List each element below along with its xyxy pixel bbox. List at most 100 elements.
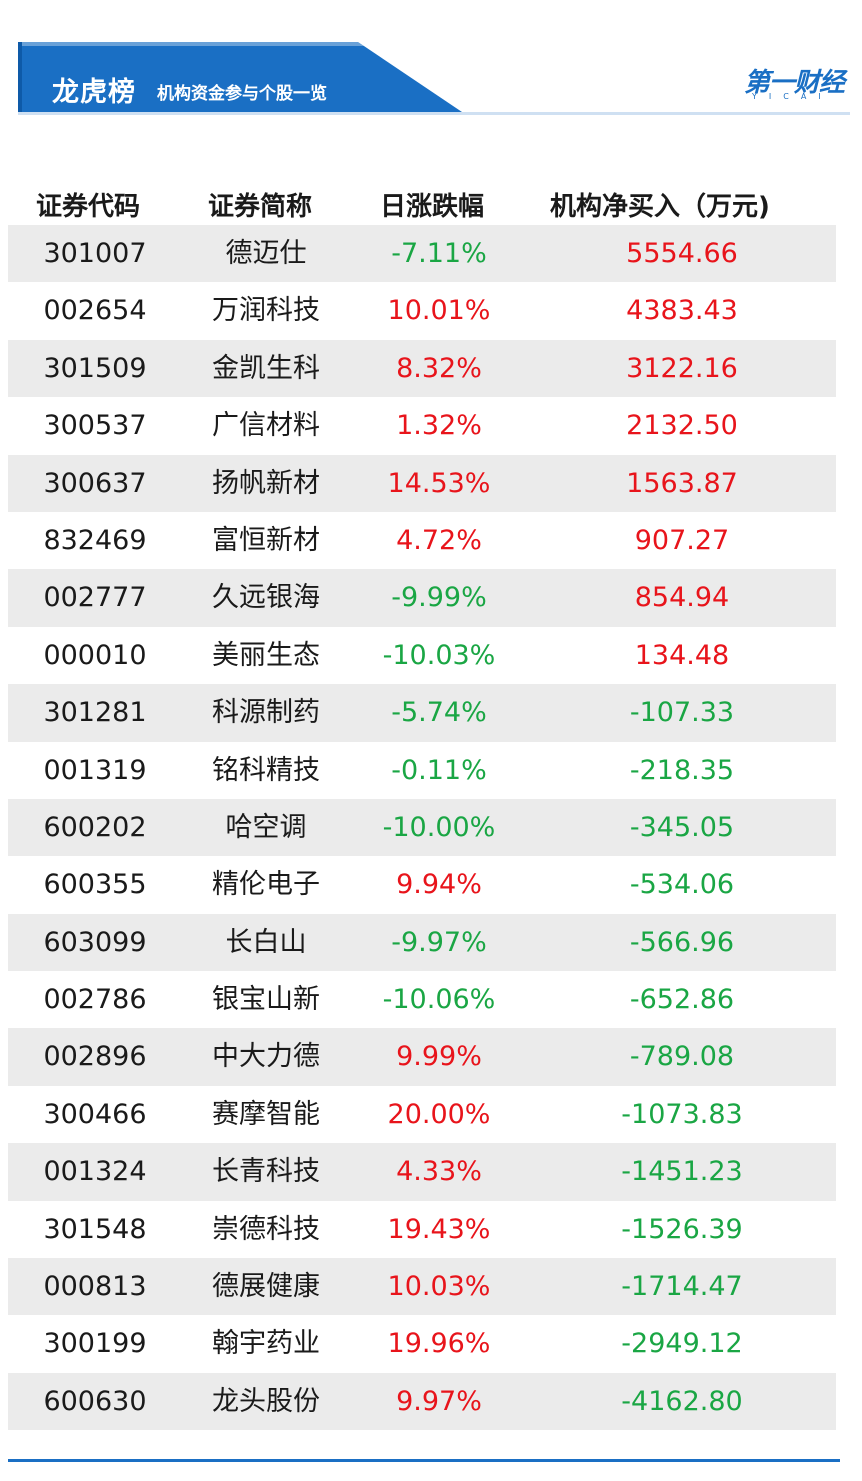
cell-name: 中大力德: [212, 1041, 320, 1073]
page-title: 龙虎榜: [52, 77, 136, 108]
cell-name: 扬帆新材: [212, 467, 320, 499]
cell-code: 300199: [43, 1328, 147, 1360]
bottom-divider: [8, 1459, 840, 1462]
cell-net-buy: -4162.80: [621, 1385, 743, 1417]
banner-shape: [18, 42, 850, 115]
cell-code: 002896: [43, 1041, 147, 1073]
cell-name: 德迈仕: [225, 238, 307, 269]
cell-net-buy: -652.86: [629, 984, 735, 1016]
cell-net-buy: 1563.87: [626, 467, 738, 499]
table-row: 600355 精伦电子 9.94% -534.06: [8, 856, 836, 913]
table-row: 001324 长青科技 4.33% -1451.23: [8, 1143, 836, 1201]
cell-net-buy: 907.27: [634, 524, 730, 556]
table-row: 600630 龙头股份 9.97% -4162.80: [8, 1372, 836, 1431]
cell-name: 科源制药: [212, 697, 320, 729]
cell-code: 000010: [43, 639, 147, 671]
cell-name: 广信材料: [212, 410, 320, 442]
cell-net-buy: 4383.43: [626, 295, 738, 327]
cell-net-buy: -1714.47: [621, 1271, 743, 1303]
cell-name: 龙头股份: [212, 1385, 320, 1417]
table-row: 001319 铭科精技 -0.11% -218.35: [8, 742, 836, 799]
cell-change: 8.32%: [396, 352, 482, 384]
cell-code: 001324: [43, 1156, 147, 1188]
cell-name: 崇德科技: [212, 1213, 320, 1245]
cell-name: 铭科精技: [212, 754, 320, 786]
column-header-net-buy: 机构净买入（万元): [550, 192, 770, 222]
table-row: 301007 德迈仕 -7.11% 5554.66: [8, 225, 836, 283]
cell-code: 832469: [43, 524, 147, 556]
table-row: 600202 哈空调 -10.00% -345.05: [8, 798, 836, 857]
column-header-change: 日涨跌幅: [380, 192, 485, 222]
table-row: 002777 久远银海 -9.99% 854.94: [8, 569, 836, 627]
table-row: 002896 中大力德 9.99% -789.08: [8, 1028, 836, 1086]
cell-net-buy: -1451.23: [621, 1156, 743, 1188]
cell-code: 300466: [43, 1098, 147, 1130]
cell-name: 金凯生科: [212, 352, 320, 384]
cell-net-buy: 854.94: [634, 582, 730, 614]
cell-net-buy: -534.06: [629, 869, 735, 901]
cell-name: 长白山: [225, 926, 307, 958]
cell-code: 002786: [43, 984, 147, 1016]
table-row: 300199 翰宇药业 19.96% -2949.12: [8, 1315, 836, 1372]
page-subtitle: 机构资金参与个股一览: [157, 84, 327, 104]
cell-code: 600355: [43, 869, 147, 901]
cell-change: 14.53%: [387, 467, 491, 499]
table-row: 300637 扬帆新材 14.53% 1563.87: [8, 454, 836, 512]
table-header: 证券代码 证券简称 日涨跌幅 机构净买入（万元): [8, 180, 836, 224]
cell-code: 301548: [43, 1213, 147, 1245]
table-row: 000010 美丽生态 -10.03% 134.48: [8, 627, 836, 684]
cell-name: 哈空调: [225, 811, 307, 843]
cell-code: 002777: [43, 582, 147, 614]
table-row: 300537 广信材料 1.32% 2132.50: [8, 397, 836, 454]
cell-net-buy: -2949.12: [621, 1328, 743, 1360]
cell-change: -9.97%: [391, 926, 487, 958]
data-table: 301007 德迈仕 -7.11% 5554.66 002654 万润科技 10.01% 43…: [8, 225, 836, 1431]
table-row: 002654 万润科技 10.01% 4383.43: [8, 282, 836, 339]
cell-change: -10.06%: [382, 984, 496, 1016]
cell-code: 600630: [43, 1385, 147, 1417]
cell-change: 19.96%: [387, 1328, 491, 1360]
cell-code: 301281: [43, 697, 147, 729]
cell-net-buy: 2132.50: [626, 410, 738, 442]
cell-change: 4.33%: [396, 1156, 482, 1188]
cell-change: 9.94%: [396, 869, 482, 901]
brand-logo-sub: YICAI: [752, 92, 833, 101]
table-row: 000813 德展健康 10.03% -1714.47: [8, 1258, 836, 1316]
cell-change: -10.03%: [382, 639, 496, 671]
cell-name: 翰宇药业: [212, 1328, 320, 1360]
brand-logo: 第一财经: [744, 68, 845, 98]
cell-change: -10.00%: [382, 811, 496, 843]
cell-net-buy: 5554.66: [626, 238, 738, 269]
cell-name: 精伦电子: [212, 869, 320, 901]
cell-name: 万润科技: [212, 295, 320, 327]
cell-net-buy: -218.35: [629, 754, 735, 786]
table-row: 300466 赛摩智能 20.00% -1073.83: [8, 1086, 836, 1143]
cell-code: 001319: [43, 754, 147, 786]
cell-code: 301007: [43, 238, 147, 269]
cell-change: 1.32%: [396, 410, 482, 442]
header-banner: 龙虎榜 机构资金参与个股一览 第一财经 YICAI: [0, 0, 862, 130]
cell-net-buy: -1073.83: [621, 1098, 743, 1130]
cell-net-buy: -566.96: [629, 926, 735, 958]
cell-name: 富恒新材: [212, 524, 320, 556]
table-row: 603099 长白山 -9.97% -566.96: [8, 913, 836, 972]
cell-net-buy: -107.33: [629, 697, 735, 729]
table-row: 301281 科源制药 -5.74% -107.33: [8, 684, 836, 742]
cell-code: 600202: [43, 811, 147, 843]
column-header-code: 证券代码: [36, 192, 141, 222]
cell-change: 20.00%: [387, 1098, 491, 1130]
cell-change: 4.72%: [396, 524, 482, 556]
cell-name: 美丽生态: [212, 639, 320, 671]
cell-code: 002654: [43, 295, 147, 327]
cell-name: 长青科技: [212, 1156, 320, 1188]
cell-change: 10.01%: [387, 295, 491, 327]
cell-code: 603099: [43, 926, 147, 958]
cell-change: 9.97%: [396, 1385, 482, 1417]
cell-change: -5.74%: [391, 697, 487, 729]
table-row: 832469 富恒新材 4.72% 907.27: [8, 512, 836, 569]
cell-code: 300537: [43, 410, 147, 442]
cell-change: 9.99%: [396, 1041, 482, 1073]
cell-net-buy: 3122.16: [626, 352, 738, 384]
cell-name: 赛摩智能: [212, 1098, 320, 1130]
cell-net-buy: -1526.39: [621, 1213, 743, 1245]
